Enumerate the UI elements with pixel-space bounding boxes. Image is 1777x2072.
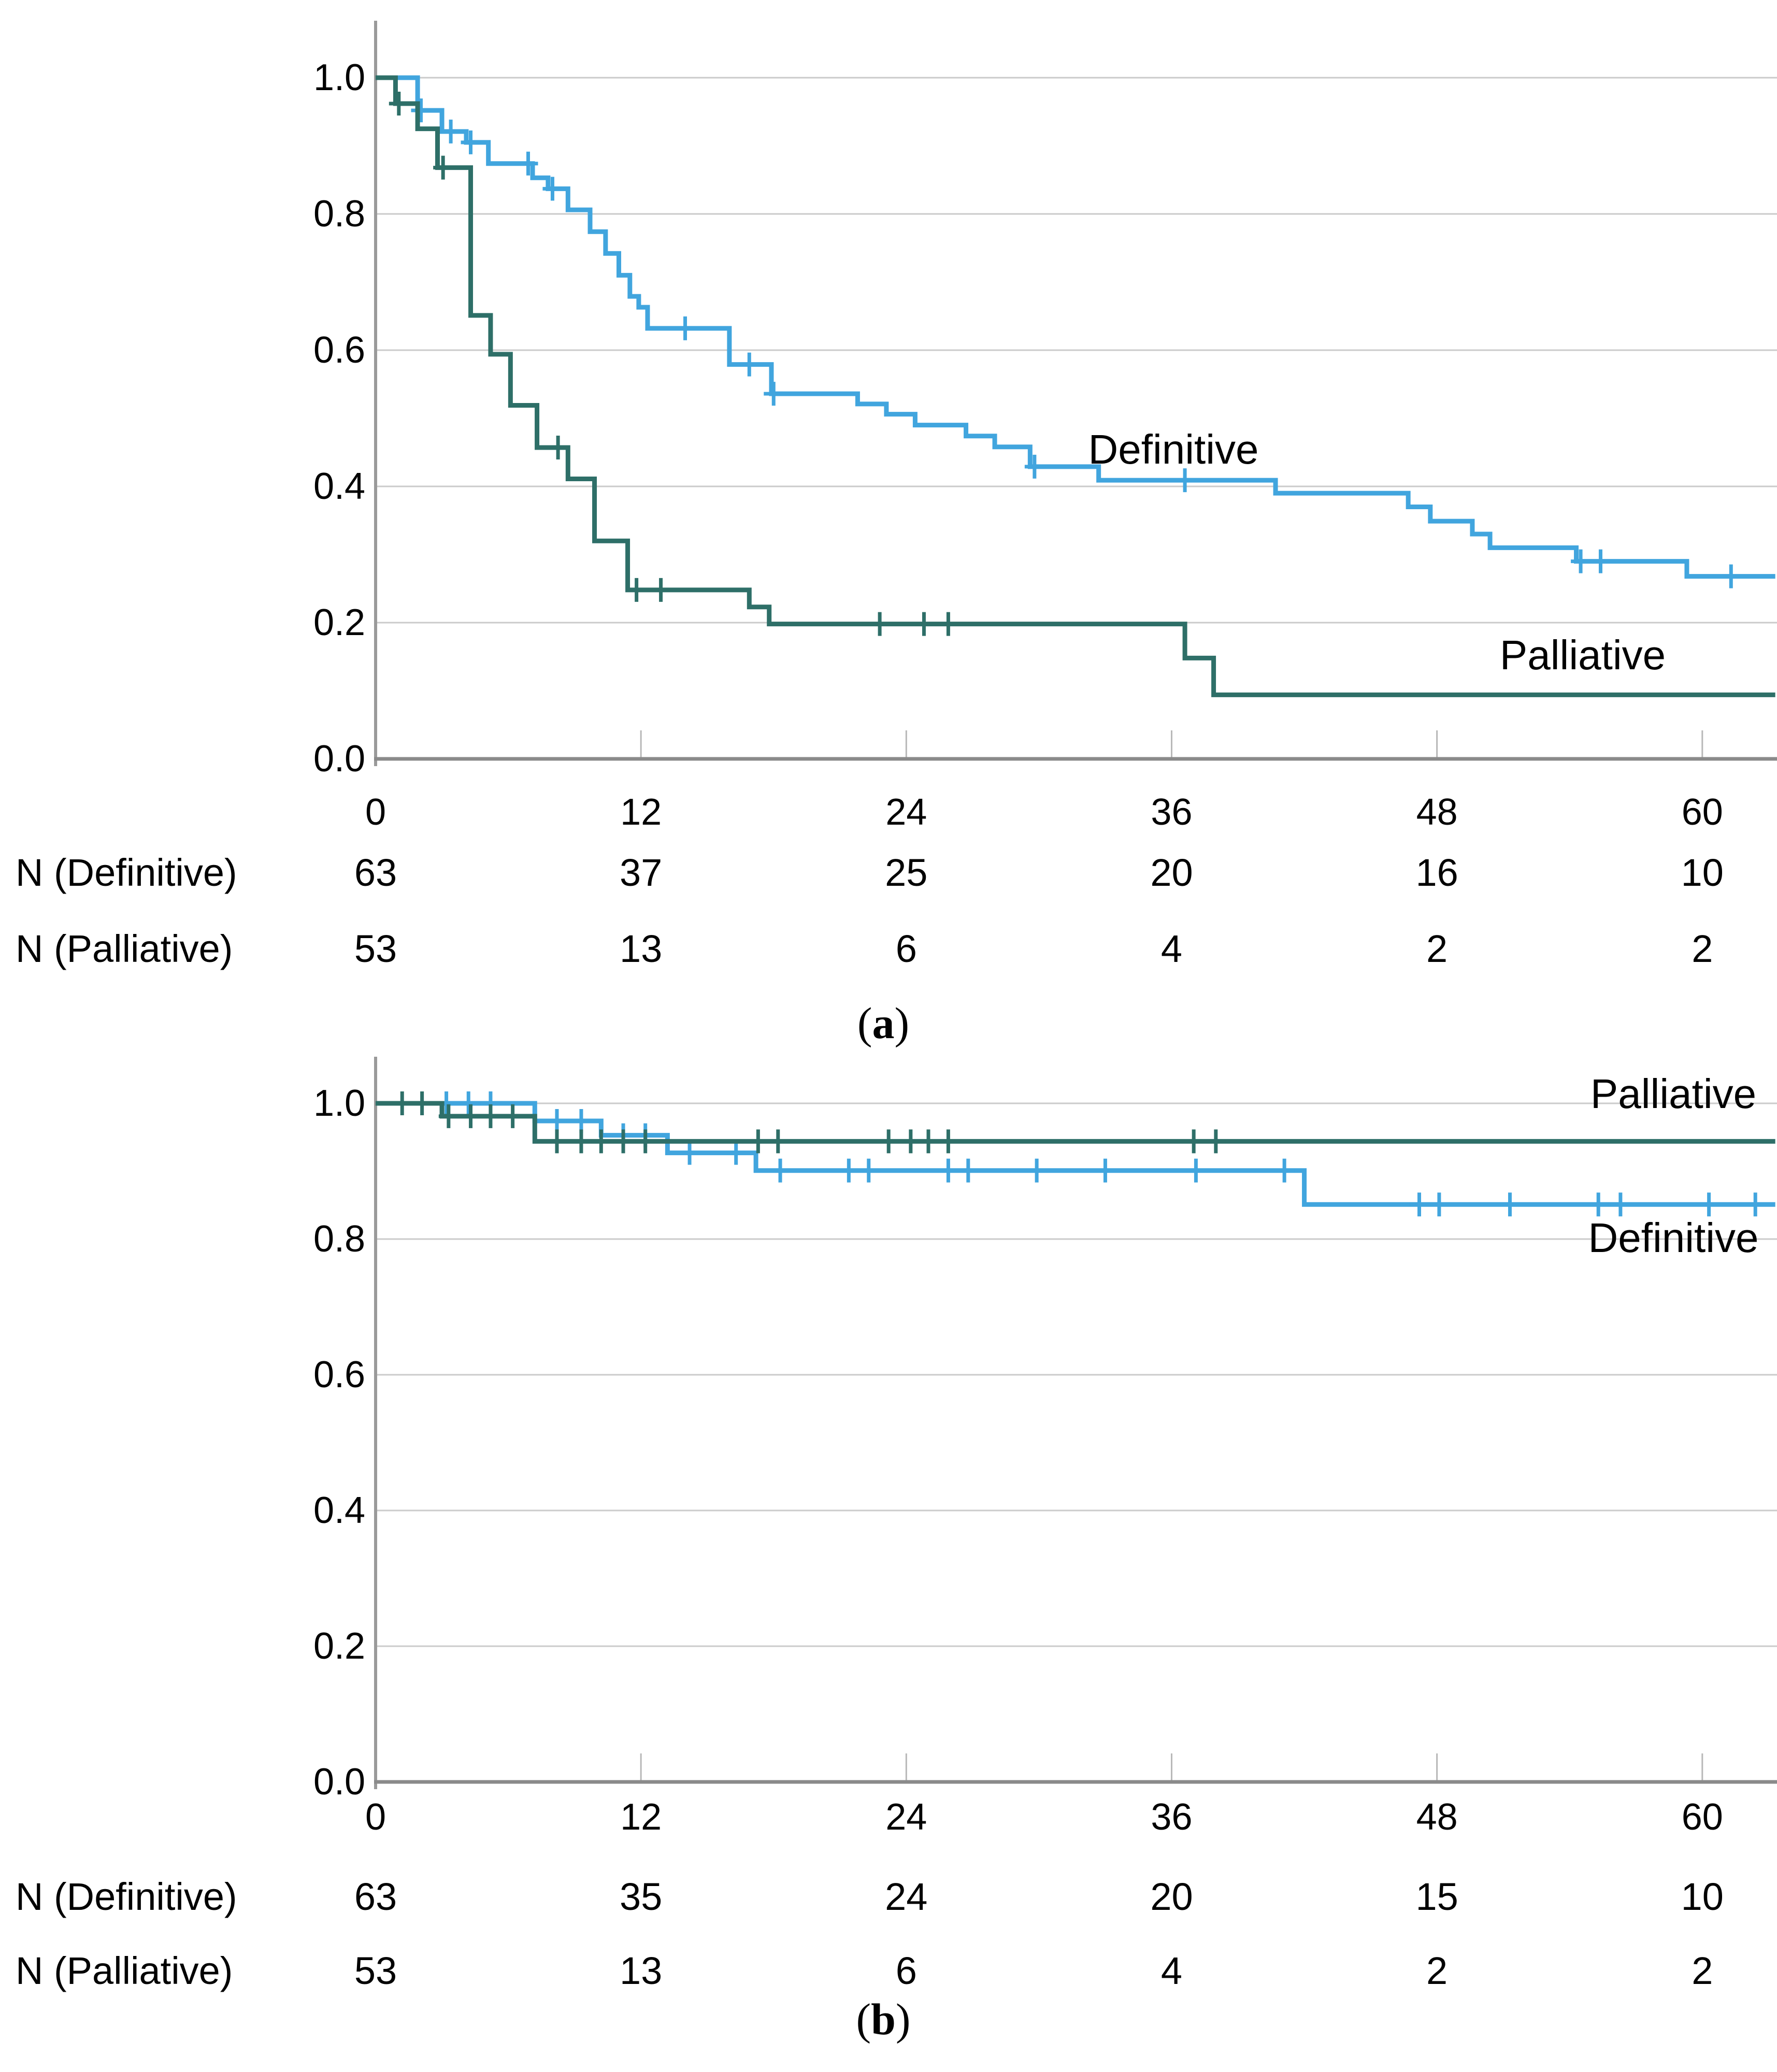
at-risk-label-palliative-a: N (Palliative) (16, 927, 233, 970)
at-risk-value: 4 (1160, 927, 1183, 970)
at-risk-value: 63 (354, 1875, 397, 1918)
at-risk-value: 10 (1681, 1875, 1724, 1918)
y-tick-label: 0.6 (313, 1354, 366, 1395)
y-tick-label: 0.2 (313, 602, 366, 643)
y-tick-label: 0.4 (313, 466, 366, 507)
at-risk-value: 2 (1426, 1949, 1448, 1992)
at-risk-value: 20 (1150, 1875, 1193, 1918)
x-tick-label: 60 (1681, 792, 1723, 833)
at-risk-value: 15 (1415, 1875, 1458, 1918)
at-risk-value: 37 (620, 851, 663, 894)
at-risk-label-definitive-b: N (Definitive) (16, 1875, 237, 1918)
y-tick-label: 0.6 (313, 329, 366, 371)
x-tick-label: 36 (1151, 792, 1193, 833)
x-tick-label: 60 (1681, 1796, 1723, 1838)
y-tick-label: 0.0 (313, 738, 366, 780)
x-tick-label: 0 (365, 1796, 386, 1838)
y-tick-label: 0.4 (313, 1490, 366, 1531)
x-tick-label: 24 (885, 1796, 927, 1838)
at-risk-value: 25 (885, 851, 928, 894)
x-tick-label: 48 (1416, 792, 1458, 833)
at-risk-value: 2 (1426, 927, 1448, 970)
x-tick-label: 12 (620, 1796, 662, 1838)
at-risk-value: 35 (620, 1875, 663, 1918)
panel-caption-a: (a) (857, 998, 910, 1048)
panel-caption-b: (b) (856, 1994, 911, 2044)
at-risk-value: 2 (1692, 1949, 1713, 1992)
at-risk-value: 6 (895, 1949, 917, 1992)
at-risk-value: 13 (620, 1949, 663, 1992)
curve-label-palliative-a: Palliative (1499, 632, 1666, 678)
at-risk-value: 10 (1681, 851, 1724, 894)
at-risk-label-palliative-b: N (Palliative) (16, 1949, 233, 1992)
at-risk-value: 63 (354, 851, 397, 894)
at-risk-value: 53 (354, 927, 397, 970)
at-risk-value: 16 (1415, 851, 1458, 894)
curve-label-definitive-a: Definitive (1088, 426, 1259, 472)
at-risk-value: 13 (620, 927, 663, 970)
x-tick-label: 12 (620, 792, 662, 833)
x-tick-label: 24 (885, 792, 927, 833)
at-risk-value: 53 (354, 1949, 397, 1992)
at-risk-value: 2 (1692, 927, 1713, 970)
y-tick-label: 1.0 (313, 1083, 366, 1124)
y-tick-label: 1.0 (313, 57, 366, 98)
y-tick-label: 0.0 (313, 1761, 366, 1803)
at-risk-value: 6 (895, 927, 917, 970)
km-curve-palliative-a (376, 75, 1775, 697)
at-risk-value: 24 (885, 1875, 928, 1918)
y-tick-label: 0.8 (313, 1218, 366, 1260)
x-tick-label: 48 (1416, 1796, 1458, 1838)
x-tick-label: 0 (365, 792, 386, 833)
curve-label-palliative-b: Palliative (1590, 1071, 1757, 1117)
at-risk-label-definitive-a: N (Definitive) (16, 851, 237, 894)
y-tick-label: 0.8 (313, 193, 366, 235)
curve-label-definitive-b: Definitive (1588, 1215, 1759, 1261)
x-tick-label: 36 (1151, 1796, 1193, 1838)
km-curve-definitive-b (376, 1101, 1775, 1207)
km-curve-definitive-a (376, 75, 1775, 579)
at-risk-value: 4 (1160, 1949, 1183, 1992)
at-risk-value: 20 (1150, 851, 1193, 894)
y-tick-label: 0.2 (313, 1625, 366, 1667)
